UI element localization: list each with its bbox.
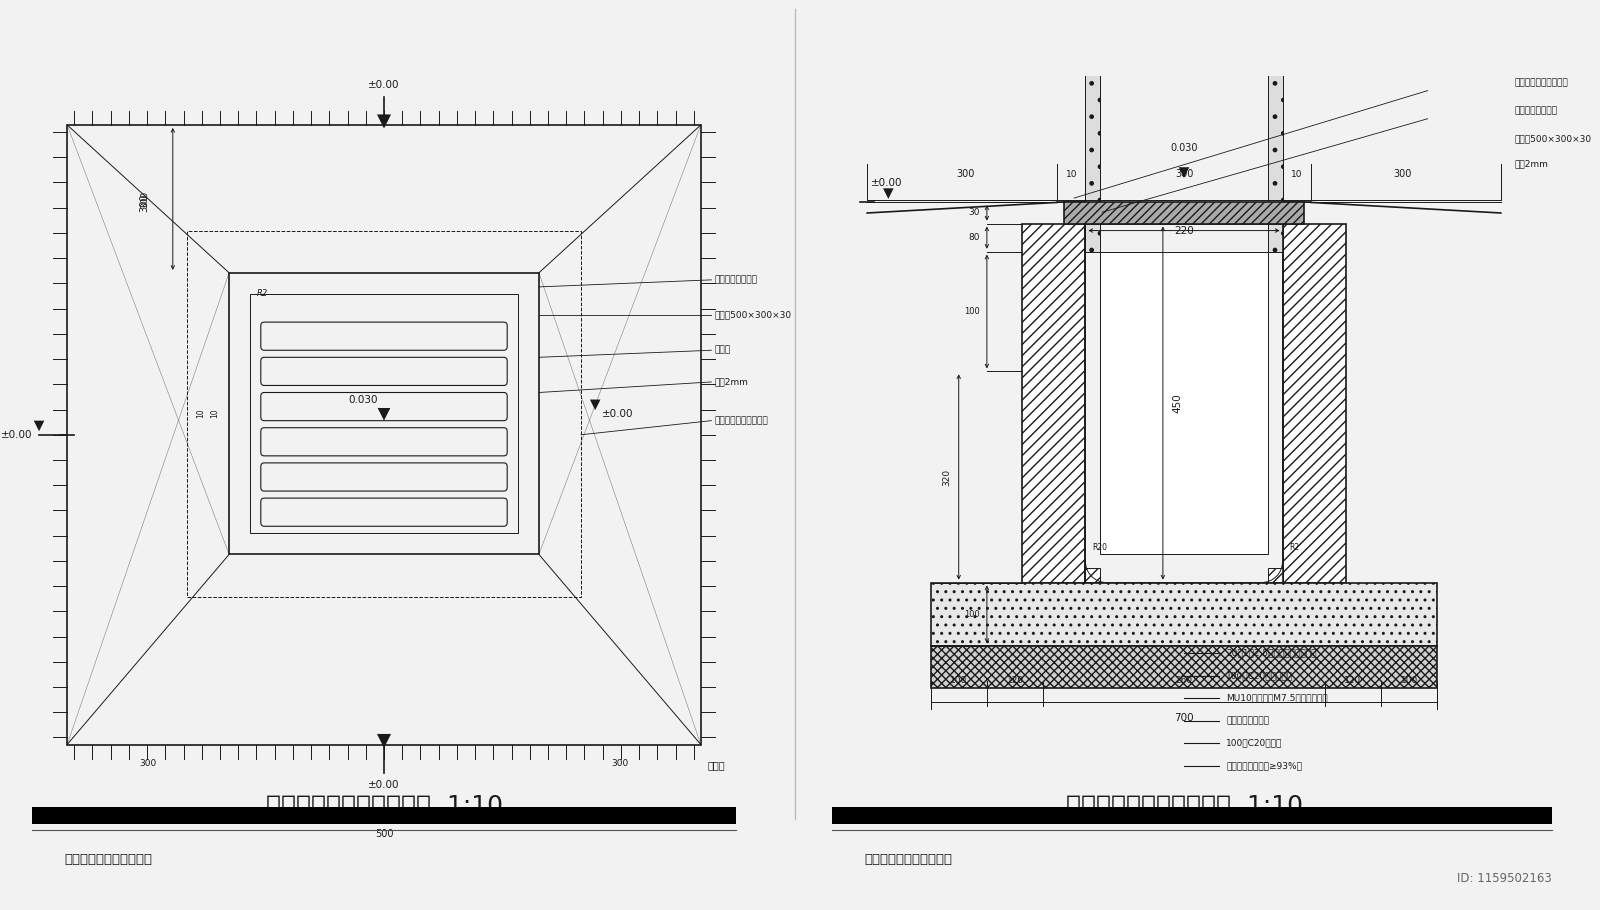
Bar bbox=[229, 273, 539, 554]
Text: 300: 300 bbox=[139, 193, 150, 212]
Bar bbox=[1099, 252, 1269, 554]
Text: 100: 100 bbox=[965, 610, 979, 619]
Text: 300: 300 bbox=[611, 759, 629, 767]
Text: 300: 300 bbox=[139, 759, 157, 767]
Text: ±0.00: ±0.00 bbox=[602, 409, 634, 419]
Text: 0.030: 0.030 bbox=[349, 395, 378, 405]
Polygon shape bbox=[378, 115, 390, 128]
Text: 素土夯实（压实度≥93%）: 素土夯实（压实度≥93%） bbox=[1226, 761, 1302, 770]
Text: 150: 150 bbox=[139, 808, 157, 817]
Text: 120: 120 bbox=[1006, 675, 1024, 684]
Polygon shape bbox=[34, 420, 45, 431]
Polygon shape bbox=[883, 188, 893, 199]
Text: 100: 100 bbox=[950, 675, 968, 684]
Text: 成品球墨铸铁篦子: 成品球墨铸铁篦子 bbox=[1515, 106, 1558, 116]
Text: 成品球墨铸铁篦子基座: 成品球墨铸铁篦子基座 bbox=[715, 416, 768, 425]
Bar bbox=[187, 230, 581, 597]
Text: 60: 60 bbox=[378, 808, 390, 817]
Text: ±0.00: ±0.00 bbox=[0, 430, 32, 440]
Polygon shape bbox=[590, 399, 600, 410]
Text: 220: 220 bbox=[1174, 226, 1194, 236]
Text: 排水孔: 排水孔 bbox=[715, 346, 731, 355]
Bar bbox=[67, 125, 701, 744]
Text: 20厚1：2.5防水水泥砂浆找平层: 20厚1：2.5防水水泥砂浆找平层 bbox=[1226, 649, 1317, 658]
Text: 留缝2mm: 留缝2mm bbox=[1515, 159, 1549, 168]
Text: 170: 170 bbox=[453, 808, 470, 817]
Text: 10: 10 bbox=[555, 808, 565, 817]
Text: 300: 300 bbox=[1174, 169, 1194, 179]
Text: 100: 100 bbox=[1400, 675, 1418, 684]
Bar bbox=[1064, 202, 1304, 224]
Text: ID: 1159502163: ID: 1159502163 bbox=[1458, 872, 1552, 885]
Text: 300: 300 bbox=[1394, 169, 1411, 179]
Text: 260: 260 bbox=[1176, 675, 1192, 684]
Text: 10: 10 bbox=[1291, 170, 1302, 178]
Text: 100: 100 bbox=[965, 307, 979, 316]
Bar bbox=[250, 294, 518, 533]
Bar bbox=[1022, 224, 1085, 582]
Text: R2: R2 bbox=[1290, 543, 1299, 551]
Bar bbox=[1269, 0, 1283, 252]
Text: 0.030: 0.030 bbox=[1170, 143, 1198, 153]
Text: 留缝2mm: 留缝2mm bbox=[715, 378, 749, 387]
Text: 10: 10 bbox=[211, 409, 219, 419]
Bar bbox=[931, 646, 1437, 688]
Text: 450: 450 bbox=[1171, 393, 1182, 413]
Bar bbox=[1085, 569, 1099, 582]
Bar bbox=[931, 582, 1437, 646]
Text: ±0.00: ±0.00 bbox=[870, 178, 902, 188]
Bar bbox=[1269, 569, 1283, 582]
Text: 铸铁篦子雨水口－平面图  1:10: 铸铁篦子雨水口－平面图 1:10 bbox=[266, 794, 502, 817]
Polygon shape bbox=[378, 734, 390, 748]
Text: 10: 10 bbox=[203, 808, 213, 817]
Text: 170: 170 bbox=[298, 808, 315, 817]
Polygon shape bbox=[1179, 167, 1189, 177]
Text: R2: R2 bbox=[258, 289, 269, 298]
Bar bbox=[1085, 224, 1283, 582]
Text: 500: 500 bbox=[374, 829, 394, 839]
Text: 100厚C20混凝土: 100厚C20混凝土 bbox=[1226, 739, 1283, 748]
Text: 10: 10 bbox=[197, 409, 205, 419]
Text: 300: 300 bbox=[141, 190, 149, 207]
Text: 规格：500×300×30: 规格：500×300×30 bbox=[715, 310, 792, 319]
Text: 120: 120 bbox=[1344, 675, 1362, 684]
Text: 成品球墨铸铁篦子: 成品球墨铸铁篦子 bbox=[715, 276, 758, 284]
Text: 300: 300 bbox=[957, 169, 974, 179]
Text: 铸铁篦子雨水口－剖面图  1:10: 铸铁篦子雨水口－剖面图 1:10 bbox=[1066, 794, 1302, 817]
Bar bbox=[1085, 0, 1099, 252]
Text: 30: 30 bbox=[968, 208, 979, 217]
Text: 700: 700 bbox=[1174, 713, 1194, 723]
Text: 150: 150 bbox=[611, 808, 629, 817]
Text: 320: 320 bbox=[942, 469, 952, 486]
Text: 注：此做法用于人行道。: 注：此做法用于人行道。 bbox=[64, 854, 152, 866]
Text: 80: 80 bbox=[968, 233, 979, 242]
Text: ±0.00: ±0.00 bbox=[368, 80, 400, 90]
Text: 变坡线: 变坡线 bbox=[707, 761, 725, 771]
Bar bbox=[1283, 224, 1346, 582]
Text: R20: R20 bbox=[1093, 543, 1107, 551]
Text: 注：此做法用于人行道。: 注：此做法用于人行道。 bbox=[864, 854, 952, 866]
Text: 排水管（详水施）: 排水管（详水施） bbox=[1226, 716, 1269, 725]
Text: 10: 10 bbox=[1066, 170, 1077, 178]
Text: ±0.00: ±0.00 bbox=[368, 780, 400, 790]
Text: 100厚C20混凝土压顶: 100厚C20混凝土压顶 bbox=[1226, 671, 1293, 680]
Polygon shape bbox=[378, 408, 390, 420]
Text: MU10非粘土砖M7.5水泥砂浆砌筑: MU10非粘土砖M7.5水泥砂浆砌筑 bbox=[1226, 693, 1328, 703]
Text: 规格：500×300×30: 规格：500×300×30 bbox=[1515, 135, 1592, 144]
Text: 成品球墨铸铁篦子基座: 成品球墨铸铁篦子基座 bbox=[1515, 78, 1568, 87]
